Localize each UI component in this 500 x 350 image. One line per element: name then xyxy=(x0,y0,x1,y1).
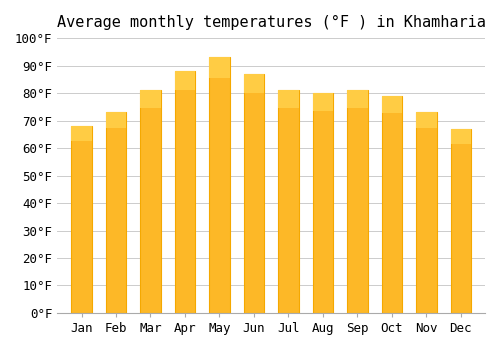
Bar xyxy=(140,90,161,108)
Bar xyxy=(450,129,471,144)
Bar xyxy=(174,71,196,313)
Bar xyxy=(416,112,436,128)
Bar xyxy=(278,90,299,108)
Bar xyxy=(244,74,264,93)
Bar xyxy=(244,74,264,313)
Bar xyxy=(140,90,161,313)
Bar xyxy=(106,112,126,313)
Bar xyxy=(312,93,334,313)
Bar xyxy=(209,57,230,313)
Bar xyxy=(278,90,299,313)
Bar xyxy=(450,129,471,313)
Bar xyxy=(71,126,92,313)
Bar xyxy=(209,57,230,78)
Bar xyxy=(347,90,368,108)
Bar xyxy=(382,96,402,113)
Bar xyxy=(347,90,368,313)
Bar xyxy=(174,71,196,90)
Bar xyxy=(416,112,436,313)
Title: Average monthly temperatures (°F ) in Khamharia: Average monthly temperatures (°F ) in Kh… xyxy=(56,15,486,30)
Bar xyxy=(312,93,334,111)
Bar xyxy=(71,126,92,141)
Bar xyxy=(106,112,126,128)
Bar xyxy=(382,96,402,313)
